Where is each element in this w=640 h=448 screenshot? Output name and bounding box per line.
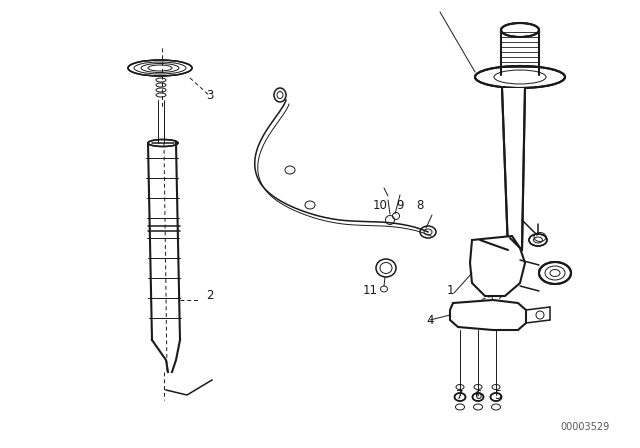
Ellipse shape [529,234,547,246]
Text: 8: 8 [416,198,424,211]
Ellipse shape [501,23,539,37]
Text: 00003529: 00003529 [561,422,610,432]
Text: 9: 9 [396,198,404,211]
Ellipse shape [454,393,465,401]
Text: 6: 6 [474,388,482,401]
Text: 7: 7 [456,388,464,401]
Text: 4: 4 [426,314,434,327]
Text: 11: 11 [362,284,378,297]
Polygon shape [502,88,525,250]
Text: 2: 2 [206,289,214,302]
Text: 1: 1 [446,284,454,297]
Text: 10: 10 [372,198,387,211]
Ellipse shape [490,393,502,401]
Ellipse shape [128,60,192,76]
Text: 3: 3 [206,89,214,102]
Polygon shape [470,236,525,296]
Polygon shape [450,300,526,330]
Ellipse shape [475,66,565,88]
Ellipse shape [472,393,483,401]
Text: 5: 5 [494,388,502,401]
Ellipse shape [539,262,571,284]
Ellipse shape [148,139,178,146]
